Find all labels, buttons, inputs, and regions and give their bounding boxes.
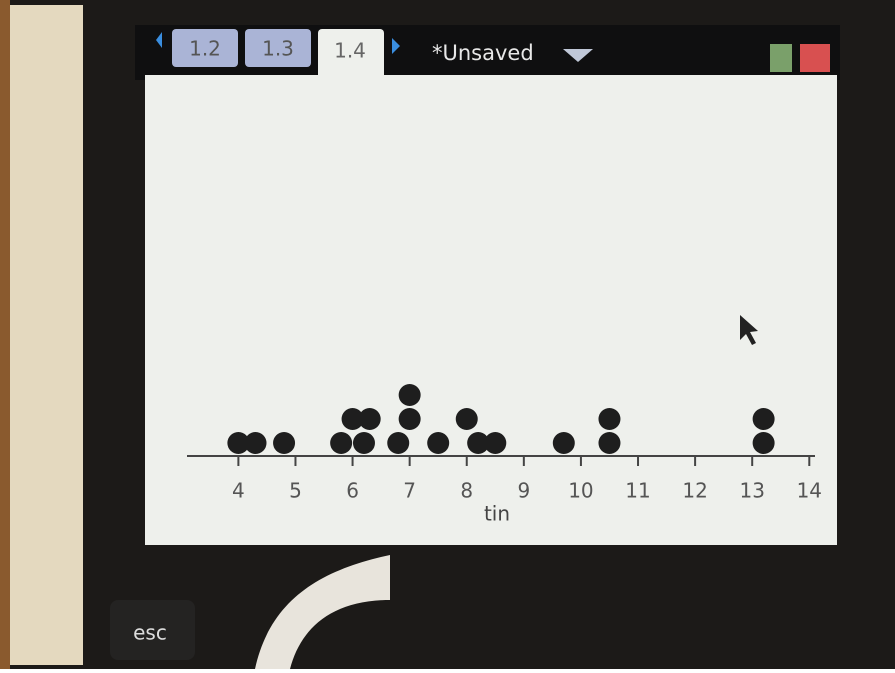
key-label: esc — [133, 621, 167, 645]
x-tick-label: 7 — [403, 479, 416, 503]
x-tick-label: 13 — [739, 479, 764, 503]
x-tick-label: 11 — [625, 479, 650, 503]
dot — [359, 408, 381, 430]
dot — [330, 432, 352, 454]
x-tick-label: 12 — [682, 479, 707, 503]
document-name[interactable]: *Unsaved — [432, 41, 534, 65]
dot — [245, 432, 267, 454]
left-edge — [8, 5, 83, 665]
tab-label: 1.4 — [334, 39, 366, 63]
screen — [145, 75, 837, 545]
dot — [553, 432, 575, 454]
dot — [353, 432, 375, 454]
x-tick-label: 6 — [346, 479, 359, 503]
dot — [753, 432, 775, 454]
dot — [273, 432, 295, 454]
dot — [387, 432, 409, 454]
page: 1.2 1.3 1.4 *Unsaved esc tin 4 5 6 7 8 9 10 11 1… — [0, 0, 895, 669]
battery-icon — [770, 44, 792, 72]
x-axis-label: tin — [484, 502, 510, 526]
x-tick-label: 9 — [517, 479, 530, 503]
dot — [399, 384, 421, 406]
x-tick-label: 5 — [289, 479, 302, 503]
x-tick-label: 14 — [797, 479, 822, 503]
tab-label: 1.2 — [189, 37, 221, 61]
x-tick-label: 4 — [232, 479, 245, 503]
tab-label: 1.3 — [262, 37, 294, 61]
photo: 1.2 1.3 1.4 *Unsaved esc tin 4 5 6 7 8 9 10 11 1… — [0, 0, 895, 669]
dot — [399, 408, 421, 430]
x-tick-label: 10 — [568, 479, 593, 503]
dot — [427, 432, 449, 454]
x-tick-label: 8 — [460, 479, 473, 503]
dot — [753, 408, 775, 430]
dot — [598, 432, 620, 454]
dot — [598, 408, 620, 430]
dot — [456, 408, 478, 430]
close-icon[interactable] — [800, 44, 830, 72]
table-edge — [0, 0, 10, 669]
dot — [484, 432, 506, 454]
